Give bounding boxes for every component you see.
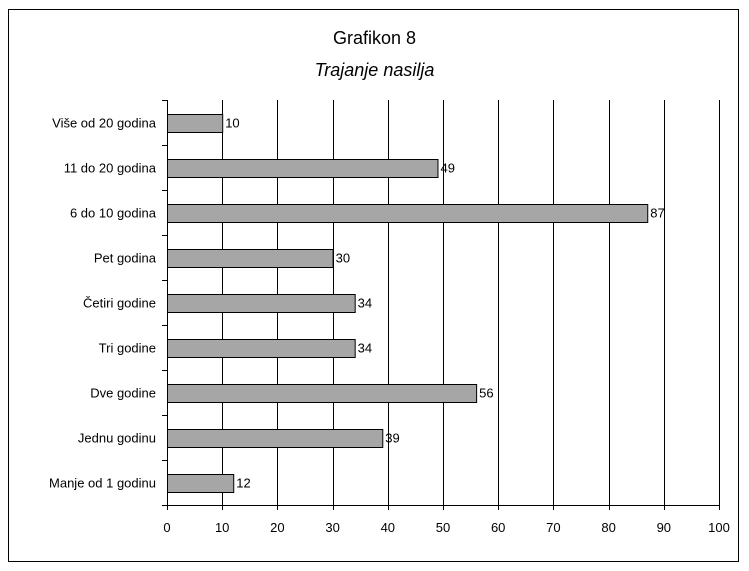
category-label: Više od 20 godina [52, 116, 157, 131]
x-tick-label: 70 [546, 520, 560, 535]
category-label: Dve godine [90, 386, 156, 401]
bar [167, 339, 356, 358]
x-tick-label: 20 [270, 520, 284, 535]
bar [167, 204, 649, 223]
bars [167, 114, 649, 493]
bar [167, 114, 224, 133]
x-tick-label: 40 [381, 520, 395, 535]
bar [167, 159, 439, 178]
bar [167, 384, 478, 403]
category-label: Tri godine [99, 341, 156, 356]
category-label: Jednu godinu [78, 431, 156, 446]
bar [167, 294, 356, 313]
x-tick-label: 80 [601, 520, 615, 535]
category-label: Pet godina [94, 251, 157, 266]
category-label: Četiri godine [83, 296, 156, 311]
category-label: Manje od 1 godinu [49, 476, 156, 491]
x-tick-label: 0 [163, 520, 170, 535]
chart-frame [8, 9, 739, 562]
category-label: 11 do 20 godina [64, 161, 157, 176]
bar [167, 474, 235, 493]
value-label: 49 [440, 161, 454, 176]
x-tick-label: 10 [215, 520, 229, 535]
value-label: 10 [225, 116, 239, 131]
bar [167, 249, 334, 268]
x-tick-label: 30 [325, 520, 339, 535]
x-tick-label: 90 [657, 520, 671, 535]
x-tick-label: 60 [491, 520, 505, 535]
value-label: 87 [650, 206, 664, 221]
x-tick-label: 50 [436, 520, 450, 535]
bar [167, 429, 384, 448]
category-label: 6 do 10 godina [70, 206, 157, 221]
chart-title: Grafikon 8 [332, 28, 417, 48]
value-label: 39 [385, 431, 399, 446]
chart-subtitle: Trajanje nasilja [314, 60, 435, 80]
value-label: 30 [336, 251, 350, 266]
labels: 0 10 20 30 40 50 60 70 80 90 100 Više od 20 godina 1… [49, 116, 730, 536]
value-label: 34 [358, 341, 372, 356]
value-label: 12 [236, 476, 250, 491]
x-tick-label: 100 [708, 520, 730, 535]
value-label: 56 [479, 386, 493, 401]
value-label: 34 [358, 296, 372, 311]
